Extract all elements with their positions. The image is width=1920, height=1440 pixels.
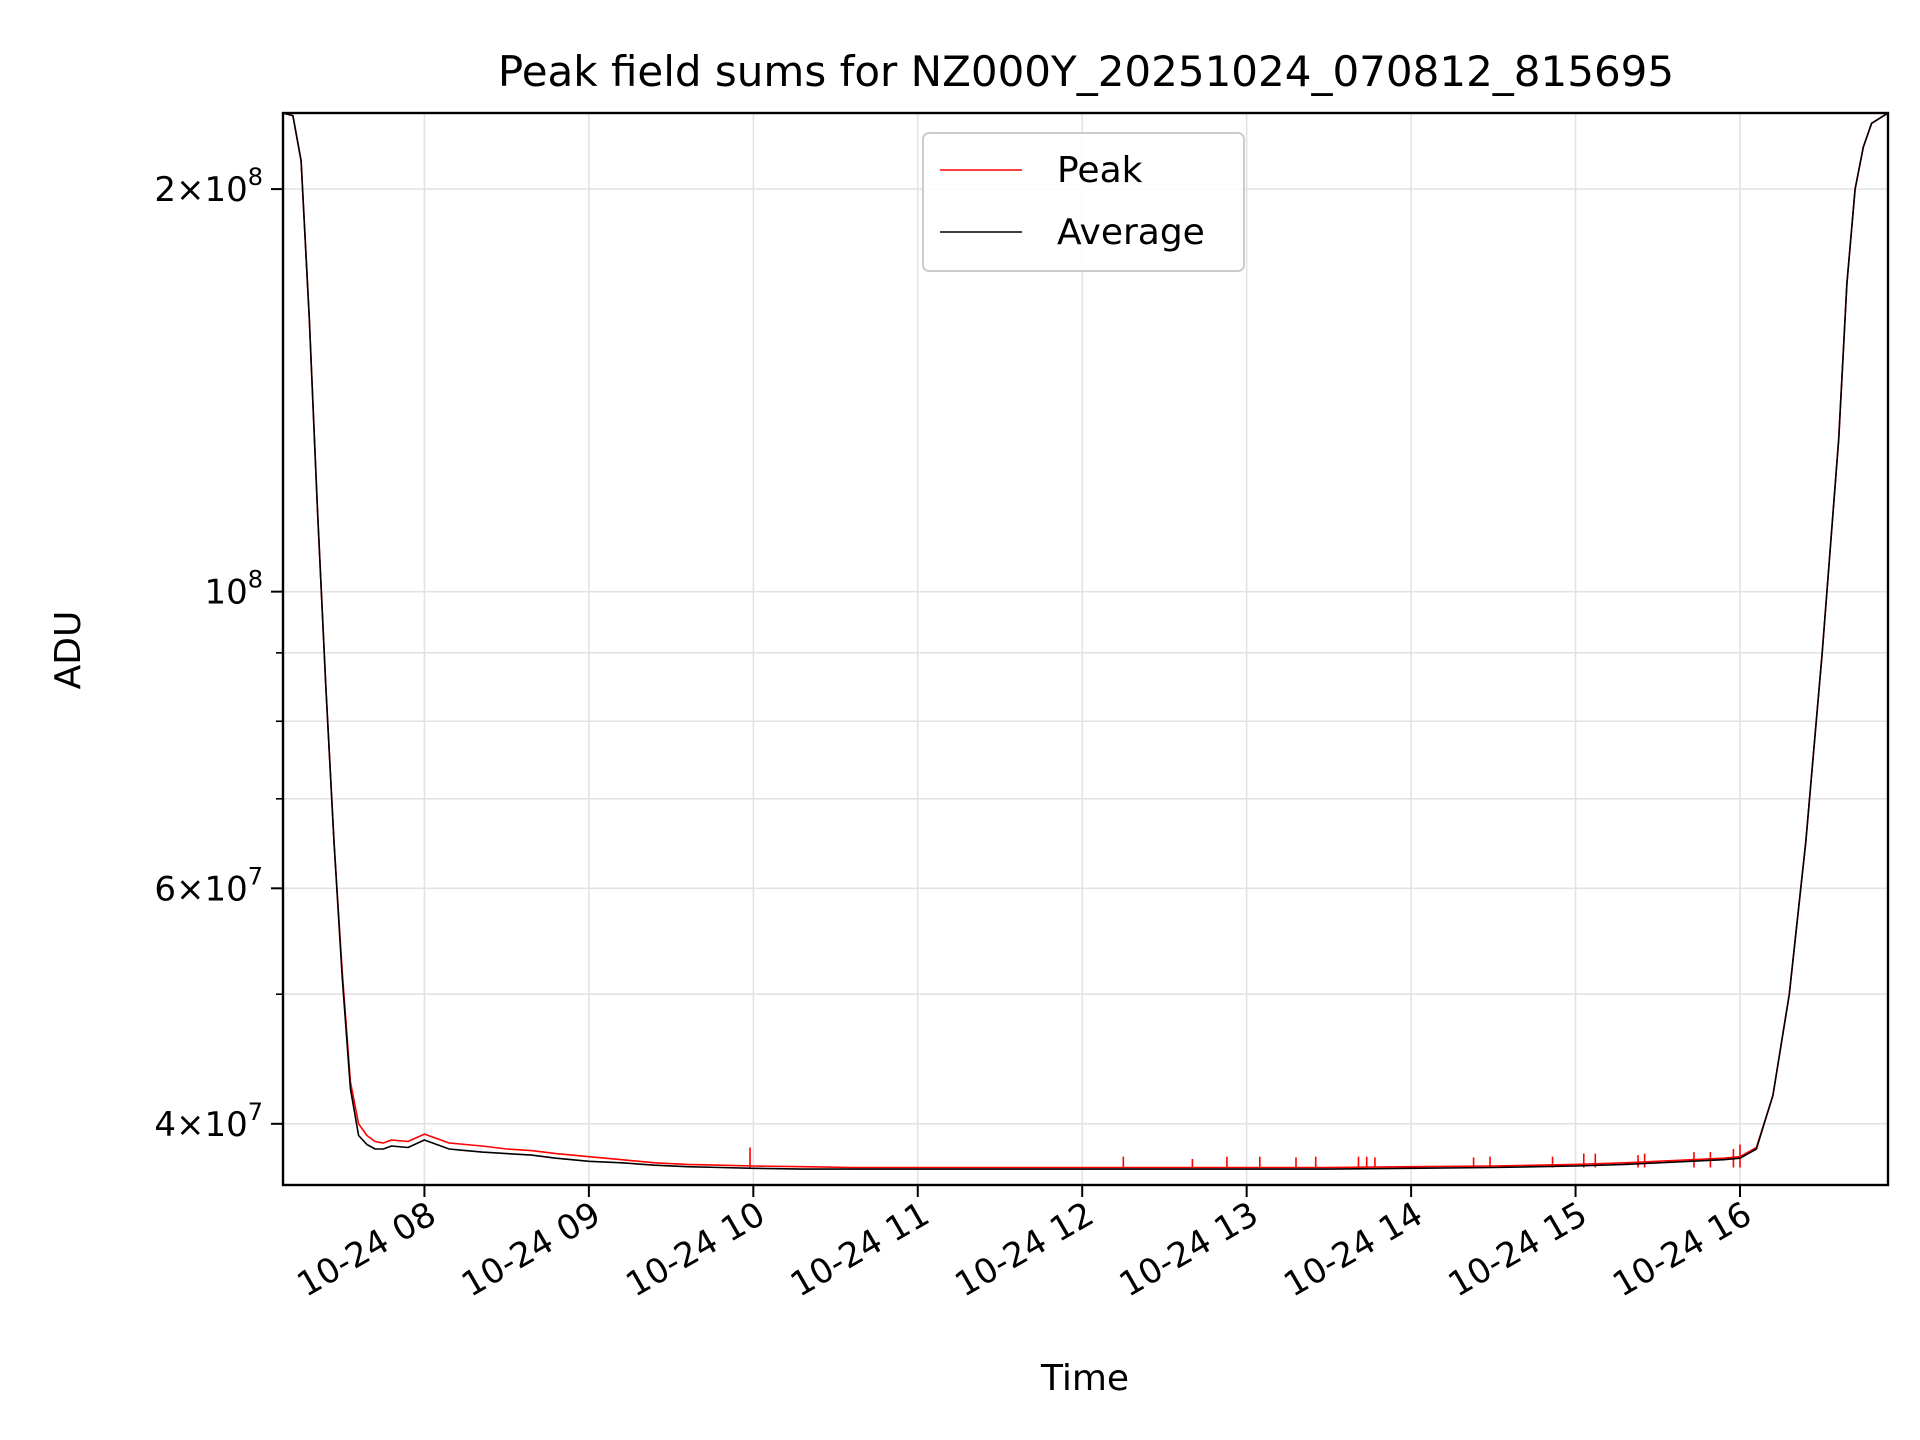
y-tick-label: 2×108 bbox=[154, 163, 263, 210]
plot-series bbox=[283, 113, 1888, 1170]
x-axis-title: Time bbox=[1040, 1358, 1129, 1399]
series-line-average bbox=[283, 113, 1888, 1170]
y-tick-label: 6×107 bbox=[154, 862, 263, 909]
chart-title: Peak field sums for NZ000Y_20251024_0708… bbox=[498, 47, 1674, 96]
y-axis-title: ADU bbox=[48, 611, 89, 690]
legend-peak-label: Peak bbox=[1057, 150, 1143, 191]
legend-average-label: Average bbox=[1057, 212, 1205, 253]
legend-box bbox=[922, 132, 1245, 272]
series-average bbox=[283, 113, 1888, 1170]
plot-frame bbox=[281, 111, 1890, 1187]
y-tick-label: 4×107 bbox=[154, 1098, 263, 1145]
legend: Peak Average bbox=[922, 132, 1245, 272]
grid bbox=[283, 113, 1888, 1185]
